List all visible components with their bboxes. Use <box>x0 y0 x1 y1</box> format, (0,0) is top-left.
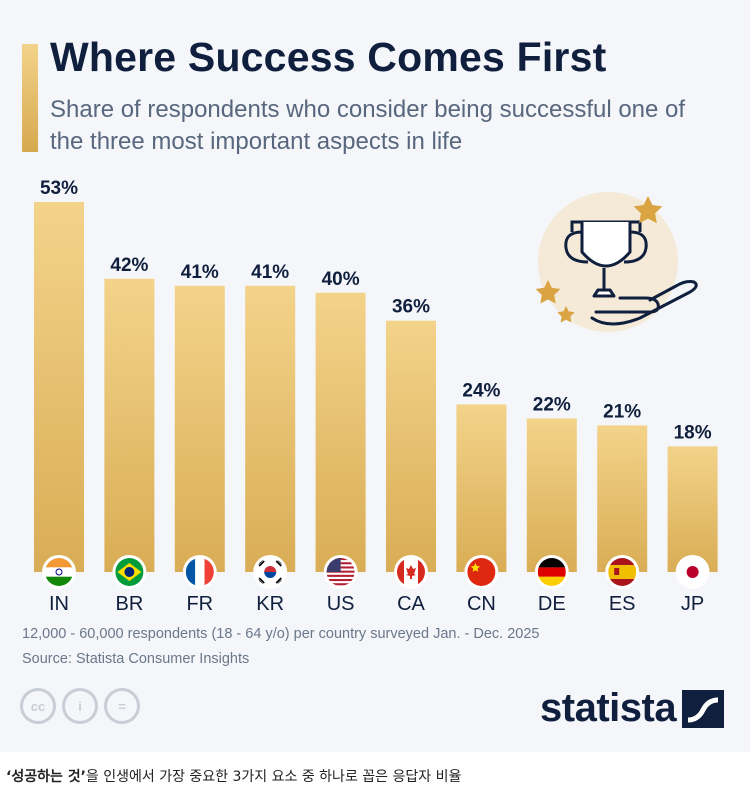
x-tick-label-br: BR <box>116 593 144 615</box>
infographic-card: Where Success Comes First Share of respo… <box>0 0 750 752</box>
x-tick-label-fr: FR <box>186 593 213 615</box>
statista-logo-mark-icon <box>682 689 725 728</box>
data-label-us: 40% <box>322 269 360 290</box>
spain-flag-icon <box>608 558 637 586</box>
brazil-flag-icon <box>115 558 144 586</box>
bar-fr <box>174 285 225 572</box>
bar-us <box>315 292 366 572</box>
no-derivatives-icon[interactable]: = <box>104 688 140 724</box>
data-label-kr: 41% <box>251 262 289 283</box>
caption-text: 을 인생에서 가장 중요한 3가지 요소 중 하나로 꼽은 응답자 비율 <box>85 769 462 785</box>
south-korea-flag-icon <box>256 558 285 586</box>
x-tick-label-es: ES <box>609 593 636 615</box>
chart-subtitle: Share of respondents who consider being … <box>50 96 686 155</box>
x-tick-label-in: IN <box>49 593 69 615</box>
license-icons: cc i = <box>20 688 140 724</box>
statista-wordmark: statista <box>540 686 677 730</box>
attribution-icon[interactable]: i <box>62 688 98 724</box>
india-flag-icon <box>45 558 73 586</box>
x-tick-label-ca: CA <box>397 593 425 615</box>
x-tick-label-cn: CN <box>467 593 496 615</box>
china-flag-icon <box>467 558 496 586</box>
chart-title: Where Success Comes First <box>50 34 607 80</box>
data-label-es: 21% <box>603 401 641 422</box>
x-tick-label-de: DE <box>538 593 566 615</box>
creative-commons-icon[interactable]: cc <box>20 688 56 724</box>
data-label-jp: 18% <box>674 422 712 443</box>
korean-caption: ‘성공하는 것’을 인생에서 가장 중요한 3가지 요소 중 하나로 꼽은 응답… <box>6 766 461 786</box>
bars-layer: 53% IN 42% BR 41% FR 41% KR 40% US 36% CA 24% CN 22% DE… <box>34 178 718 615</box>
caption-bold: ‘성공하는 것’ <box>6 769 86 785</box>
france-flag-icon <box>185 558 214 586</box>
data-label-fr: 41% <box>181 262 219 283</box>
x-tick-label-us: US <box>327 593 355 615</box>
bar-chart: 53% IN 42% BR 41% FR 41% KR 40% US 36% CA 24% CN 22% DE… <box>34 178 718 615</box>
footnote: 12,000 - 60,000 respondents (18 - 64 y/o… <box>22 626 540 642</box>
bar-in <box>34 202 84 572</box>
source-note: Source: Statista Consumer Insights <box>22 651 250 667</box>
x-tick-label-kr: KR <box>256 593 284 615</box>
data-label-in: 53% <box>40 178 78 199</box>
japan-flag-icon <box>678 558 707 586</box>
canada-flag-icon <box>397 558 425 586</box>
bar-br <box>104 278 155 572</box>
title-accent-bar <box>22 44 38 152</box>
data-label-br: 42% <box>110 255 148 276</box>
usa-flag-icon <box>326 558 355 586</box>
data-label-de: 22% <box>533 394 571 415</box>
data-label-cn: 24% <box>462 380 500 401</box>
x-tick-label-jp: JP <box>681 593 704 615</box>
bar-ca <box>386 320 436 572</box>
trophy-illustration-icon <box>535 192 698 332</box>
data-label-ca: 36% <box>392 297 430 318</box>
bar-cn <box>456 404 507 572</box>
statista-logo[interactable]: statista <box>540 686 725 731</box>
bar-es <box>597 425 648 572</box>
germany-flag-icon <box>537 558 566 586</box>
bar-kr <box>245 285 296 572</box>
bar-de <box>526 418 577 572</box>
bar-jp <box>667 446 718 572</box>
